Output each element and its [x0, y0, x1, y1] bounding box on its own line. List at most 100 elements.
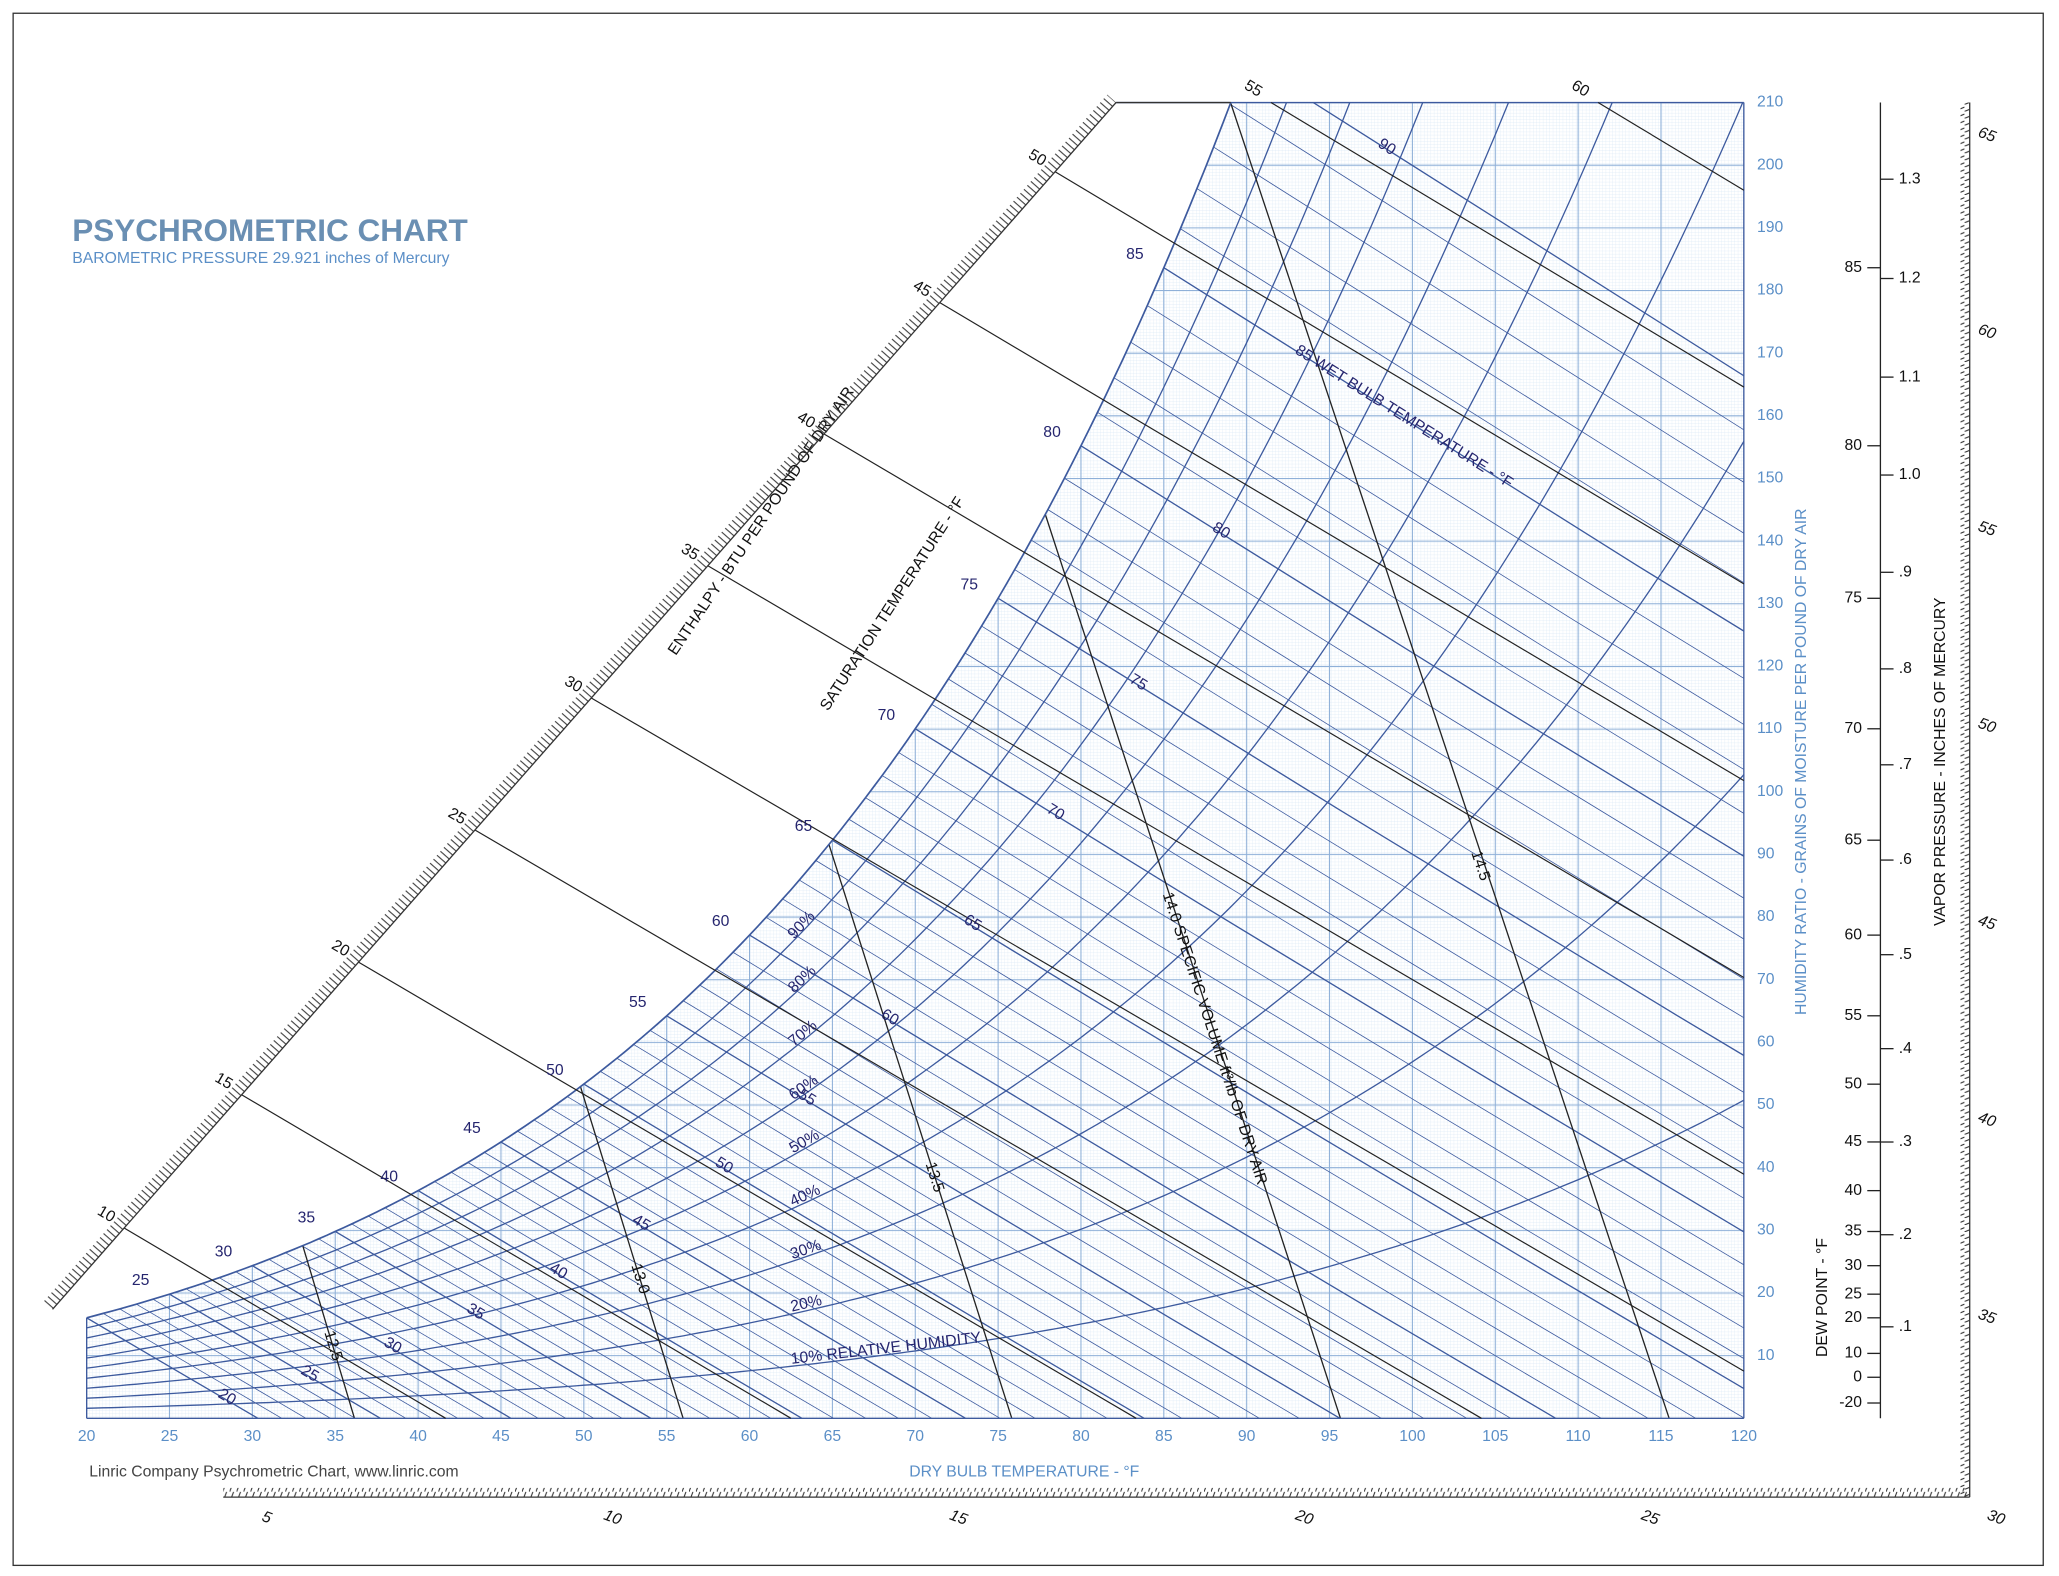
bottom-scale-label: 20: [1292, 1506, 1315, 1528]
x-tick-label: 45: [492, 1428, 510, 1445]
wet-bulb-line: [666, 1015, 1341, 1419]
wet-bulb-minor-line: [202, 1283, 432, 1419]
dew-point-tick-label: 65: [1844, 831, 1862, 848]
right-scale-label: 65: [1976, 124, 1999, 146]
wet-bulb-minor-line: [1180, 228, 1744, 1419]
wet-bulb-minor-line: [401, 1199, 772, 1419]
y-tick-label: 50: [1757, 1096, 1775, 1113]
x-tick-label: 30: [244, 1428, 262, 1445]
wet-bulb-line: [1246, 102, 1744, 1419]
wet-bulb-minor-line: [633, 1044, 1260, 1419]
frame: [12, 12, 2044, 1567]
wet-bulb-minor-line: [136, 1303, 331, 1419]
vapor-pressure-tick-label: .5: [1899, 946, 1912, 963]
wet-bulb-label: 45: [629, 1211, 653, 1235]
enthalpy-tick-label: 45: [910, 277, 934, 301]
vapor-pressure-tick-label: .9: [1899, 563, 1912, 580]
wet-bulb-minor-line: [301, 1245, 595, 1419]
y-tick-label: 30: [1757, 1221, 1775, 1238]
wet-bulb-minor-line: [567, 1096, 1108, 1419]
x-tick-label: 70: [906, 1428, 924, 1445]
saturation-tick-label: 85: [1126, 246, 1144, 263]
enthalpy-scale: [43, 94, 1117, 1310]
x-tick-label: 105: [1482, 1428, 1509, 1445]
vapor-pressure-tick-label: 1.2: [1899, 270, 1921, 287]
wet-bulb-label: 80: [1209, 519, 1233, 543]
wet-bulb-minor-line: [782, 898, 1649, 1419]
dew-point-tick-label: 30: [1844, 1257, 1862, 1274]
saturation-label: SATURATION TEMPERATURE - °F: [817, 494, 968, 714]
rh-curve: [86, 102, 1744, 1379]
wet-bulb-minor-line: [649, 1030, 1300, 1419]
wet-bulb-minor-line: [1113, 377, 1744, 1419]
y-tick-label: 60: [1757, 1034, 1775, 1051]
enthalpy-scale-ticks: [43, 94, 1117, 1310]
bottom-ruler-ticks: [223, 1487, 1970, 1498]
x-tick-label: 40: [409, 1428, 427, 1445]
y-tick-label: 110: [1757, 720, 1782, 737]
wet-bulb-minor-line: [119, 1308, 307, 1419]
dew-point-tick-label: 20: [1844, 1309, 1862, 1326]
wet-bulb-minor-line: [865, 797, 1744, 1419]
wet-bulb-minor-line: [550, 1108, 1072, 1419]
x-tick-label: 65: [824, 1428, 842, 1445]
saturation-tick-label: 50: [546, 1062, 564, 1079]
enthalpy-line: [823, 433, 1745, 978]
y-tick-label: 180: [1757, 282, 1784, 299]
enthalpy-line: [939, 302, 1745, 782]
x-tick-label: 25: [161, 1428, 179, 1445]
wet-bulb-line: [252, 1265, 512, 1419]
x-tick-label: 60: [741, 1428, 759, 1445]
vapor-pressure-tick-label: .6: [1899, 851, 1912, 868]
wet-bulb-minor-line: [1130, 341, 1744, 1419]
wet-bulb-minor-line: [368, 1215, 711, 1419]
wet-bulb-minor-line: [699, 984, 1424, 1419]
wet-bulb-minor-line: [765, 917, 1602, 1419]
wet-bulb-label: 75: [1126, 671, 1150, 695]
right-scale-label: 50: [1976, 715, 1999, 737]
footer: Linric Company Psychrometric Chart, www.…: [89, 1463, 458, 1480]
enthalpy-tick-label: 10: [94, 1203, 118, 1227]
dew-point-label: DEW POINT - °F: [1814, 1238, 1831, 1357]
chart-title: PSYCHROMETRIC CHART: [72, 212, 468, 248]
wet-bulb-minor-line: [1147, 305, 1744, 1419]
dew-point-tick-label: 50: [1844, 1075, 1862, 1092]
wet-bulb-label: 30: [381, 1334, 405, 1358]
wet-bulb-minor-line: [318, 1238, 623, 1419]
saturation-tick-label: 60: [712, 913, 730, 930]
x-tick-label: 110: [1566, 1428, 1591, 1445]
x-tick-label: 95: [1321, 1428, 1339, 1445]
wet-bulb-minor-line: [848, 818, 1744, 1419]
enthalpy-line: [123, 1227, 447, 1419]
wet-bulb-minor-line: [948, 678, 1744, 1419]
dew-point-tick-label: 55: [1844, 1007, 1862, 1024]
wet-bulb-minor-line: [268, 1258, 539, 1419]
wet-bulb-line: [500, 1141, 966, 1419]
dew-point-tick-label: 45: [1844, 1133, 1862, 1150]
x-tick-label: 90: [1238, 1428, 1256, 1445]
x-tick-label: 75: [989, 1428, 1007, 1445]
right-scale-label: 45: [1976, 912, 1999, 934]
dew-point-tick-label: 70: [1844, 720, 1862, 737]
saturation-tick-label: 55: [629, 994, 647, 1011]
enthalpy-line: [1054, 171, 1745, 585]
specific-volume-line: [302, 1245, 356, 1419]
wet-bulb-line: [334, 1230, 652, 1419]
enthalpy-tick-label: 30: [561, 673, 585, 697]
enthalpy-tick-label: 60: [1568, 77, 1592, 101]
rh-curve: [86, 440, 1744, 1389]
wet-bulb-minor-line: [219, 1277, 458, 1419]
right-scale-label: 35: [1976, 1306, 1999, 1328]
dew-point-tick-label: 0: [1853, 1368, 1862, 1385]
wet-bulb-minor-line: [450, 1171, 866, 1419]
wet-bulb-minor-line: [1213, 146, 1744, 1419]
y-axis-label: HUMIDITY RATIO - GRAINS OF MOISTURE PER …: [1793, 509, 1810, 1015]
x-tick-label: 80: [1072, 1428, 1090, 1445]
saturation-tick-label: 35: [298, 1210, 316, 1227]
x-axis-label: DRY BULB TEMPERATURE - °F: [909, 1463, 1139, 1480]
wet-bulb-minor-line: [1030, 539, 1744, 1419]
wet-bulb-minor-line: [152, 1298, 356, 1419]
wet-bulb-minor-line: [898, 752, 1744, 1419]
